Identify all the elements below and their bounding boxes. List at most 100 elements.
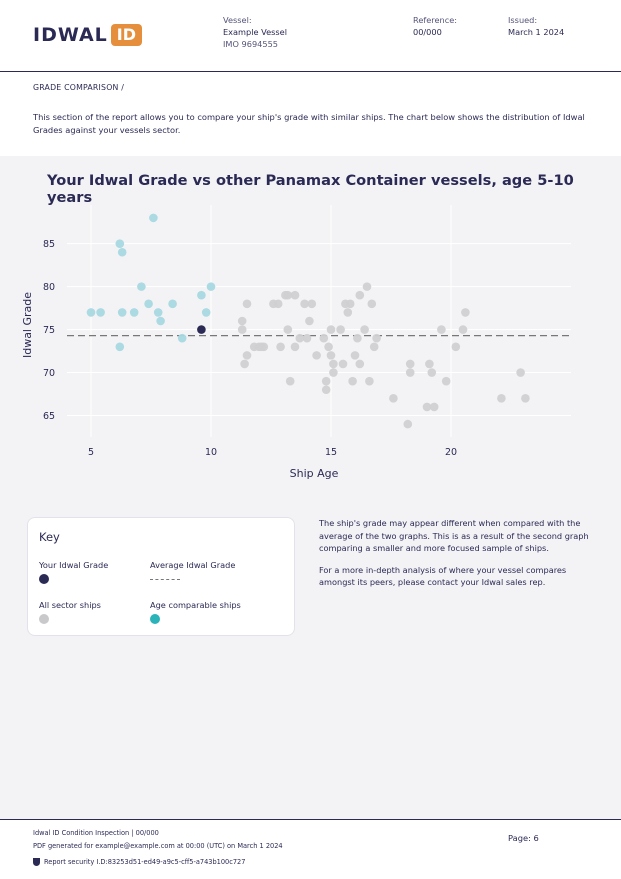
sector-ship-point	[305, 316, 314, 326]
age-ship-dot-icon	[150, 614, 160, 624]
sector-ship-point	[242, 351, 252, 360]
chart-grid	[67, 205, 571, 437]
sector-ship-point	[422, 402, 432, 412]
sector-ship-point	[285, 376, 295, 386]
shield-icon	[33, 858, 40, 866]
y-tick-label: 65	[43, 411, 55, 422]
age-comparable-point	[149, 213, 158, 223]
age-comparable-point	[177, 333, 187, 343]
y-tick-label: 70	[43, 368, 55, 379]
x-axis-label: Ship Age	[290, 467, 339, 480]
sector-ship-point	[242, 299, 252, 309]
sector-ship-point	[259, 342, 269, 352]
comparison-notes: The ship's grade may appear different wh…	[319, 517, 604, 598]
sector-ship-point	[300, 299, 309, 309]
age-comparable-point	[117, 247, 127, 257]
logo-text: IDWAL	[33, 24, 108, 46]
y-tick-label: 75	[43, 325, 55, 336]
x-tick-label: 10	[205, 447, 217, 458]
your-grade-dot-icon	[39, 574, 49, 584]
x-tick-label: 5	[88, 447, 94, 458]
footer-security: Report security I.D:83253d51-ed49-a9c5-c…	[33, 858, 245, 866]
sector-ship-point	[307, 299, 317, 309]
section-intro: This section of the report allows you to…	[33, 112, 585, 135]
sector-ship-dot-icon	[39, 614, 49, 624]
age-comparable-point	[144, 299, 153, 309]
sector-ship-point	[290, 290, 300, 300]
report-header: IDWAL ID Vessel: Example Vessel IMO 9694…	[0, 0, 621, 72]
reference-value: 00/000	[413, 27, 442, 37]
logo-badge: ID	[110, 24, 142, 46]
x-tick-label: 15	[325, 447, 337, 458]
section-title: GRADE COMPARISON /	[33, 83, 125, 92]
sector-ship-point	[321, 376, 331, 386]
sector-ship-point	[369, 342, 379, 352]
sector-ship-point	[348, 376, 357, 386]
sector-ship-point	[451, 342, 461, 352]
sector-ship-point	[355, 290, 365, 300]
sector-ship-point	[276, 342, 285, 352]
age-comparable-point	[129, 308, 139, 317]
age-comparable-point	[156, 316, 165, 326]
chart-ticks: 5 10 15 20 65 70 75 80 85	[43, 239, 457, 458]
reference-info: Reference: 00/000	[413, 14, 457, 38]
sector-ship-point	[336, 325, 345, 334]
sector-ship-point	[237, 316, 247, 326]
sector-ship-point	[355, 359, 365, 369]
sector-ship-point	[283, 325, 293, 334]
sector-ship-point	[326, 325, 336, 334]
key-title: Key	[39, 530, 60, 544]
sector-ship-point	[403, 419, 413, 429]
chart-key: Key Your Idwal Grade Average Idwal Grade…	[27, 517, 295, 636]
vessel-info: Vessel: Example Vessel IMO 9694555	[223, 14, 287, 50]
chart-title: Your Idwal Grade vs other Panamax Contai…	[47, 172, 574, 206]
issued-info: Issued: March 1 2024	[508, 14, 564, 38]
sector-ship-point	[319, 333, 329, 343]
sector-ship-point	[497, 394, 506, 403]
sector-ship-point	[427, 368, 437, 377]
your-grade-point	[197, 325, 206, 334]
sector-ship-point	[345, 299, 355, 309]
comparison-panel	[0, 156, 621, 819]
sector-ship-point	[516, 368, 525, 377]
report-footer: Idwal ID Condition Inspection | 00/000 P…	[0, 819, 621, 879]
sector-ship-point	[353, 333, 362, 343]
age-comparable-point	[115, 239, 125, 248]
age-comparable-point	[153, 308, 163, 317]
sector-ship-point	[329, 368, 338, 377]
sector-ship-point	[441, 376, 451, 386]
page-number: Page: 6	[508, 833, 539, 843]
idwal-logo: IDWAL ID	[33, 24, 142, 46]
average-dash-icon	[150, 579, 180, 580]
sector-ship-point	[329, 359, 338, 369]
sector-ship-point	[350, 351, 360, 360]
sector-ship-point	[365, 376, 374, 386]
sector-ship-point	[338, 359, 348, 369]
chart-points	[86, 213, 530, 429]
sector-ship-point	[429, 402, 439, 412]
sector-ship-point	[521, 394, 530, 403]
issued-label: Issued:	[508, 15, 538, 25]
note-paragraph-2: For a more in-depth analysis of where yo…	[319, 564, 567, 588]
note-paragraph-1: The ship's grade may appear different wh…	[319, 518, 589, 553]
sector-ship-point	[295, 333, 305, 343]
age-comparable-point	[201, 308, 211, 317]
sector-ship-point	[283, 290, 293, 300]
footer-security-text: Report security I.D:83253d51-ed49-a9c5-c…	[44, 858, 246, 866]
sector-ship-point	[458, 325, 468, 334]
age-comparable-point	[96, 308, 105, 317]
sector-ship-point	[321, 385, 331, 395]
x-tick-label: 20	[445, 447, 457, 458]
age-comparable-point	[137, 282, 146, 291]
sector-ship-point	[324, 342, 333, 352]
age-comparable-point	[197, 290, 206, 300]
sector-ship-point	[290, 342, 300, 352]
footer-generated: PDF generated for example@example.com at…	[33, 842, 283, 850]
sector-ship-point	[437, 325, 446, 334]
y-tick-label: 80	[43, 282, 55, 293]
sector-ship-point	[360, 325, 369, 334]
sector-ship-point	[302, 333, 312, 343]
age-comparable-point	[117, 308, 127, 317]
sector-ship-point	[240, 359, 249, 369]
age-comparable-point	[206, 282, 216, 291]
